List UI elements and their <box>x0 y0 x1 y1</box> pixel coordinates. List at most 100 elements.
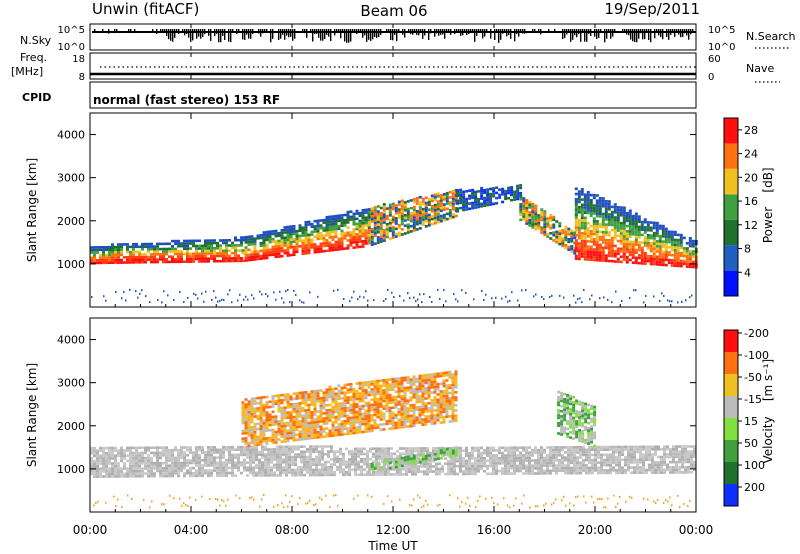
scatter-cell <box>405 467 408 471</box>
scatter-cell <box>304 437 308 441</box>
scatter-cell <box>267 463 270 467</box>
scatter-cell <box>637 217 641 221</box>
nsky-spike <box>368 29 370 40</box>
noise-cell <box>437 289 439 291</box>
scatter-cell <box>609 458 612 462</box>
scatter-cell <box>507 196 511 200</box>
scatter-cell <box>658 245 662 248</box>
scatter-cell <box>250 253 254 256</box>
noise-cell <box>261 293 263 296</box>
scatter-cell <box>310 411 314 414</box>
scatter-cell <box>111 243 114 246</box>
scatter-cell <box>658 224 662 228</box>
scatter-cell <box>363 460 366 463</box>
scatter-cell <box>228 244 231 247</box>
scatter-cell <box>403 208 407 212</box>
scatter-cell <box>546 459 549 462</box>
scatter-cell <box>534 222 538 226</box>
scatter-cell <box>286 439 290 443</box>
scatter-cell <box>162 258 165 261</box>
nsky-spike <box>246 29 248 35</box>
scatter-cell <box>147 250 150 254</box>
scatter-cell <box>495 449 498 452</box>
scatter-cell <box>280 430 284 433</box>
scatter-cell <box>177 244 180 248</box>
scatter-cell <box>301 422 305 425</box>
scatter-cell <box>574 226 578 229</box>
scatter-cell <box>411 452 414 455</box>
scatter-cell <box>253 399 257 403</box>
scatter-cell <box>355 405 359 409</box>
scatter-cell <box>256 443 260 446</box>
scatter-cell <box>159 461 162 465</box>
scatter-cell <box>456 457 459 460</box>
nsky-spike <box>408 29 410 33</box>
scatter-cell <box>331 217 335 221</box>
scatter-cell <box>162 454 165 457</box>
scatter-cell <box>385 228 389 231</box>
scatter-cell <box>640 228 644 231</box>
scatter-cell <box>292 253 296 256</box>
scatter-cell <box>498 469 501 473</box>
scatter-cell <box>295 402 299 405</box>
scatter-cell <box>451 213 455 216</box>
scatter-cell <box>349 388 353 391</box>
scatter-cell <box>351 455 354 458</box>
scatter-cell <box>313 230 317 233</box>
scatter-cell <box>633 448 636 451</box>
scatter-cell <box>607 244 611 247</box>
scatter-cell <box>598 204 602 208</box>
scatter-cell <box>99 472 102 476</box>
scatter-cell <box>277 420 281 423</box>
noise-cell <box>309 291 311 294</box>
scatter-cell <box>228 448 231 452</box>
scatter-cell <box>601 215 605 218</box>
scatter-cell <box>616 260 620 263</box>
scatter-cell <box>628 222 632 225</box>
scatter-cell <box>501 456 504 460</box>
scatter-cell <box>549 448 552 452</box>
scatter-cell <box>237 259 240 263</box>
noise-cell <box>645 295 647 297</box>
scatter-cell <box>355 426 359 429</box>
scatter-cell <box>667 253 671 257</box>
scatter-cell <box>655 239 659 243</box>
scatter-cell <box>607 205 611 208</box>
scatter-cell <box>528 461 531 465</box>
scatter-cell <box>439 196 443 200</box>
scatter-cell <box>618 461 621 464</box>
scatter-cell <box>259 399 263 402</box>
scatter-cell <box>231 461 234 464</box>
scatter-cell <box>331 426 335 430</box>
scatter-cell <box>349 215 353 219</box>
scatter-cell <box>574 257 578 260</box>
scatter-cell <box>690 450 693 453</box>
scatter-cell <box>379 227 383 230</box>
scatter-cell <box>225 246 228 250</box>
scatter-cell <box>244 429 248 432</box>
scatter-cell <box>265 416 269 419</box>
scatter-cell <box>606 453 609 457</box>
scatter-cell <box>316 245 320 248</box>
scatter-cell <box>309 453 312 456</box>
scatter-cell <box>276 453 279 456</box>
scatter-cell <box>588 448 591 452</box>
scatter-cell <box>519 197 523 201</box>
scatter-cell <box>183 466 186 470</box>
scatter-cell <box>322 234 326 237</box>
nsearch-tick-bottom: 10^0 <box>708 42 735 53</box>
scatter-cell <box>90 256 93 260</box>
scatter-cell <box>271 420 275 424</box>
scatter-cell <box>282 468 285 472</box>
scatter-cell <box>664 232 668 236</box>
scatter-cell <box>319 389 323 392</box>
scatter-cell <box>322 242 326 245</box>
scatter-cell <box>495 472 498 475</box>
scatter-cell <box>582 451 585 454</box>
scatter-cell <box>352 241 356 244</box>
scatter-cell <box>595 248 599 252</box>
scatter-cell <box>513 454 516 457</box>
scatter-cell <box>123 451 126 455</box>
scatter-cell <box>243 445 246 449</box>
scatter-cell <box>682 236 686 240</box>
